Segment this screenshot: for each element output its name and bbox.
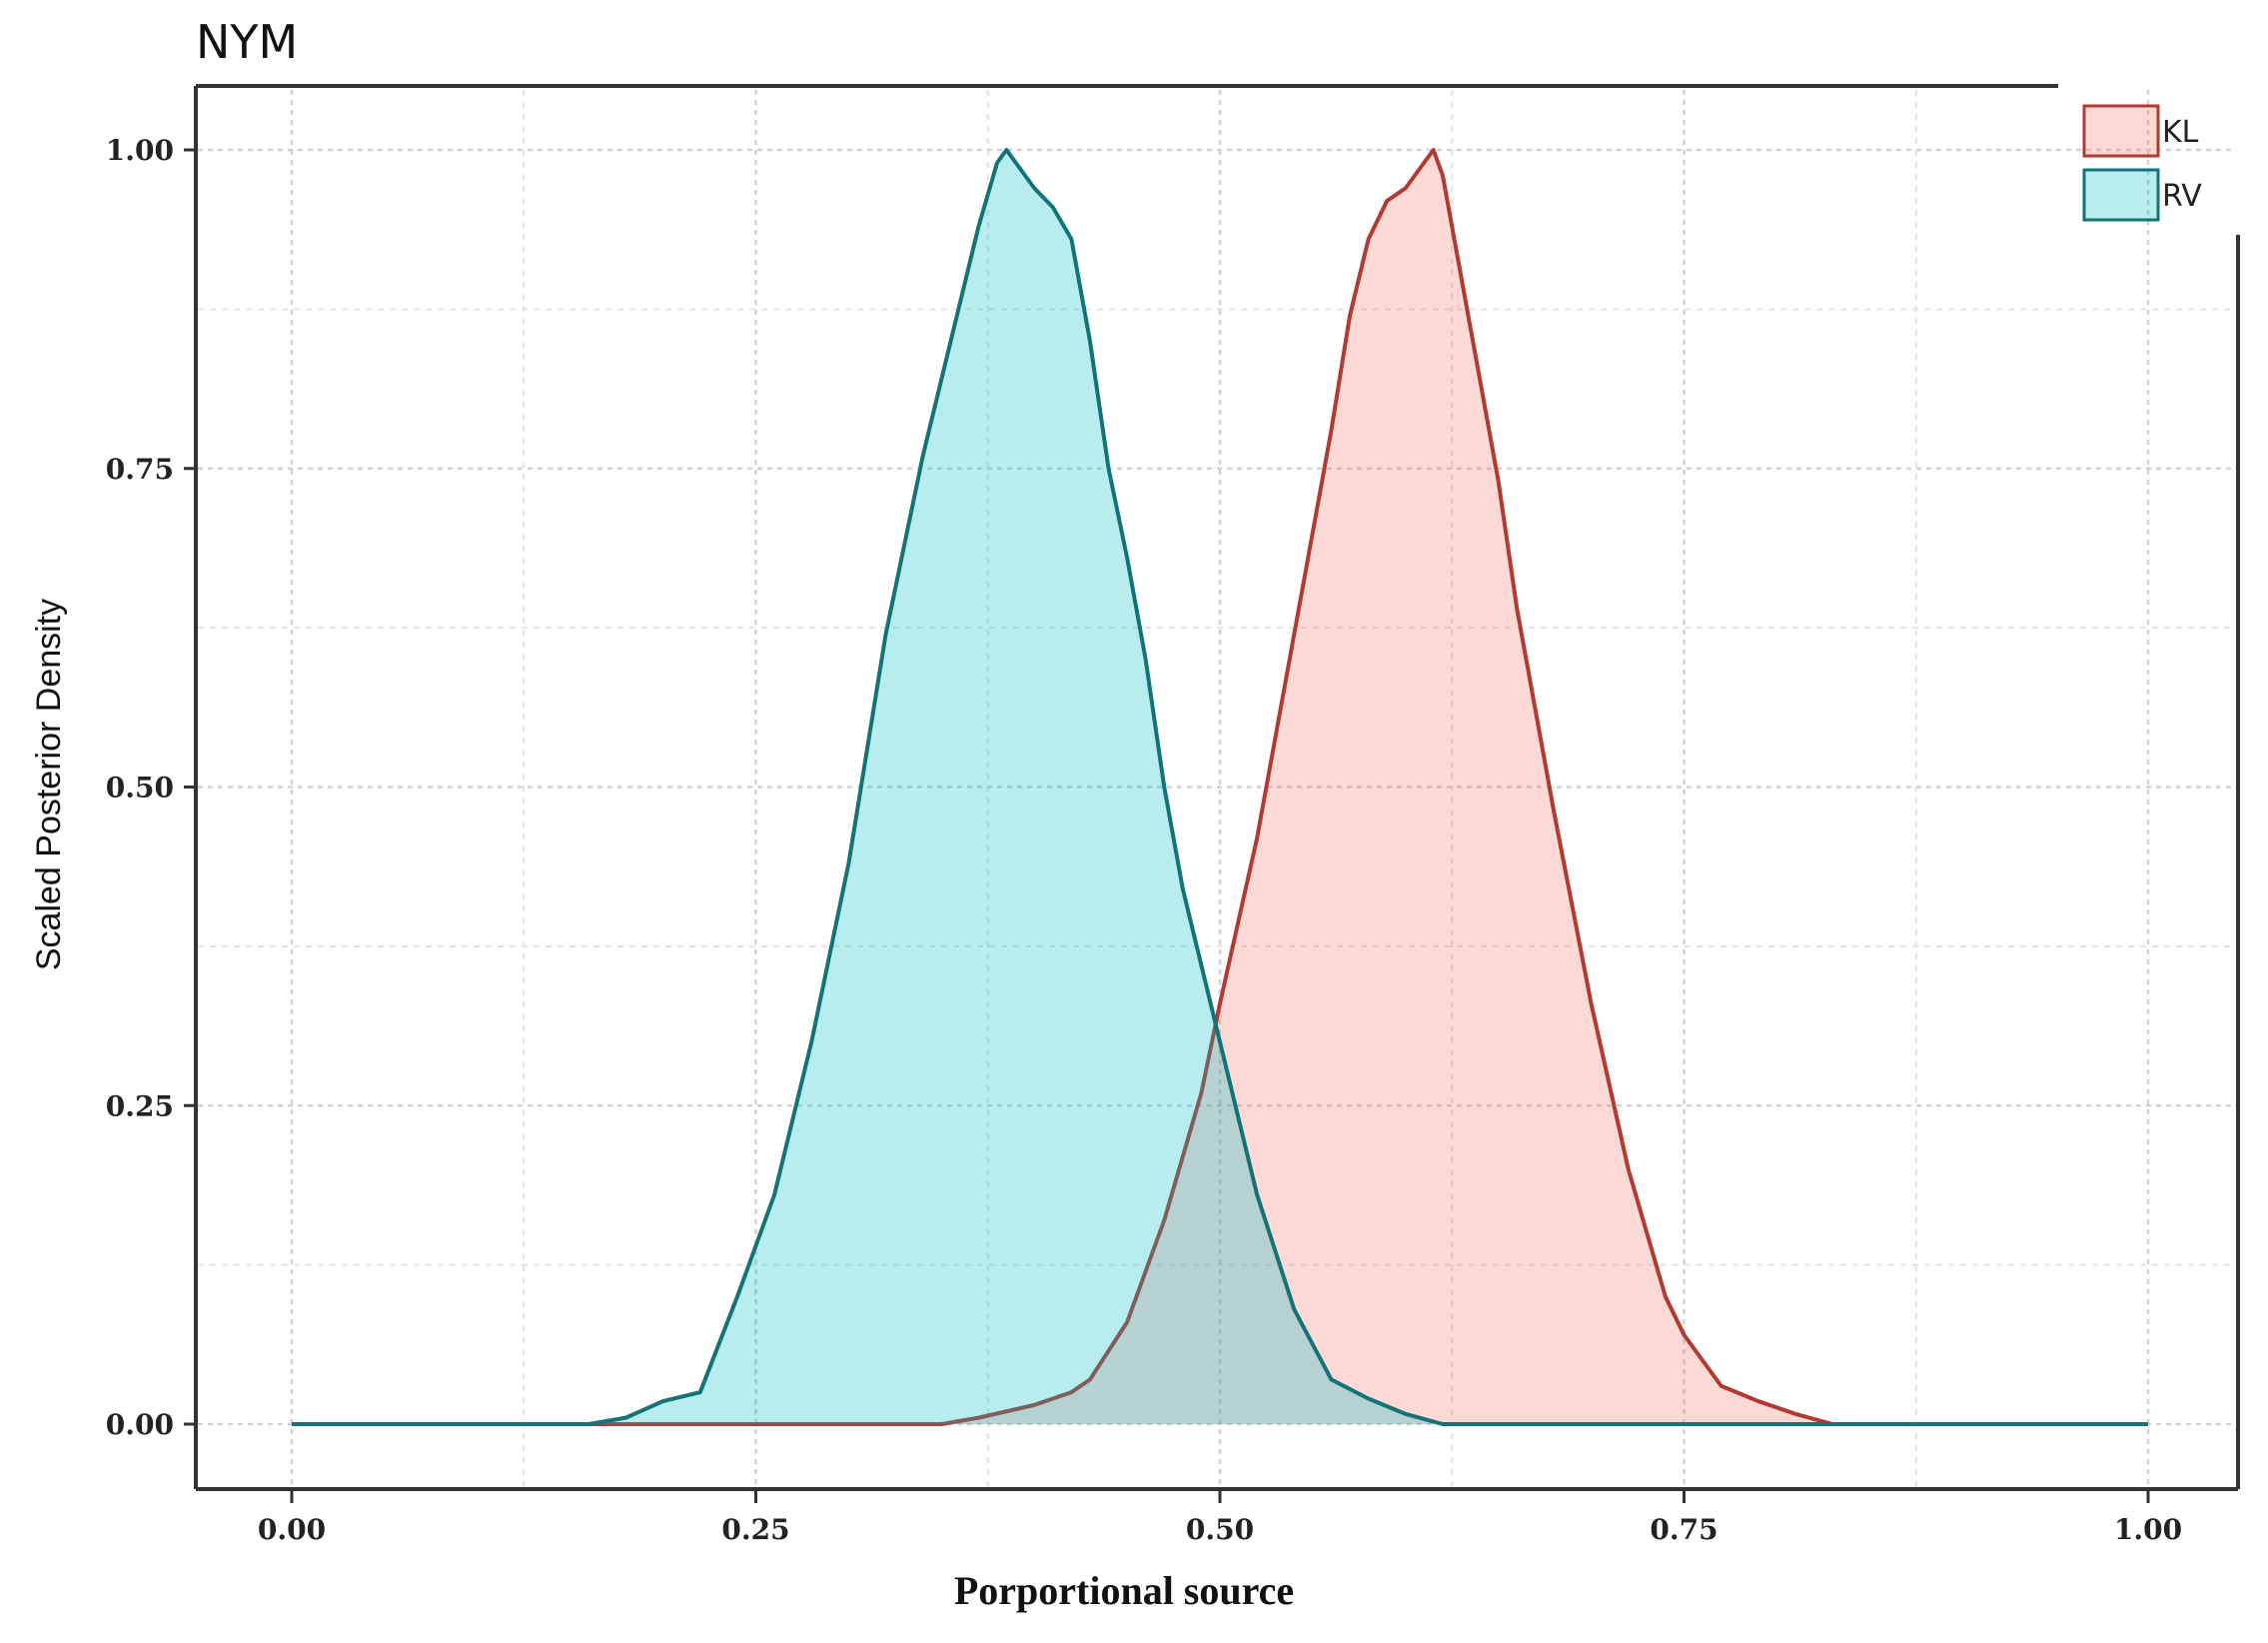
x-tick-label-0: 0.00 [258, 1513, 326, 1546]
chart-title: NYM [196, 15, 298, 69]
y-tick-label-1: 0.25 [106, 1089, 174, 1122]
y-tick-label-4: 1.00 [106, 134, 174, 167]
legend-label-kl: KL [2162, 115, 2199, 150]
series-area-kl [292, 150, 2148, 1424]
x-tick-label-3: 0.75 [1650, 1513, 1717, 1546]
legend: KL RV [2082, 104, 2202, 222]
x-tick-label-2: 0.50 [1186, 1513, 1254, 1546]
y-axis-ticks: 0.00 0.25 0.50 0.75 1.00 [106, 134, 196, 1441]
y-tick-label-2: 0.50 [106, 772, 174, 805]
x-tick-label-1: 0.25 [721, 1513, 789, 1546]
legend-key-rv [2082, 168, 2160, 222]
legend-key-kl [2082, 104, 2160, 158]
y-tick-label-3: 0.75 [106, 453, 174, 486]
y-tick-label-0: 0.00 [106, 1408, 174, 1441]
x-axis-label: Porportional source [954, 1568, 1294, 1613]
series-line-rv [292, 148, 2148, 1426]
y-axis-label: Scaled Posterior Density [30, 599, 68, 970]
x-tick-label-4: 1.00 [2114, 1513, 2182, 1546]
series-line-kl [292, 148, 2148, 1426]
series-area-rv [292, 150, 2148, 1424]
legend-label-rv: RV [2162, 179, 2202, 214]
density-areas [292, 148, 2148, 1426]
x-axis-ticks: 0.00 0.25 0.50 0.75 1.00 [258, 1491, 2182, 1546]
